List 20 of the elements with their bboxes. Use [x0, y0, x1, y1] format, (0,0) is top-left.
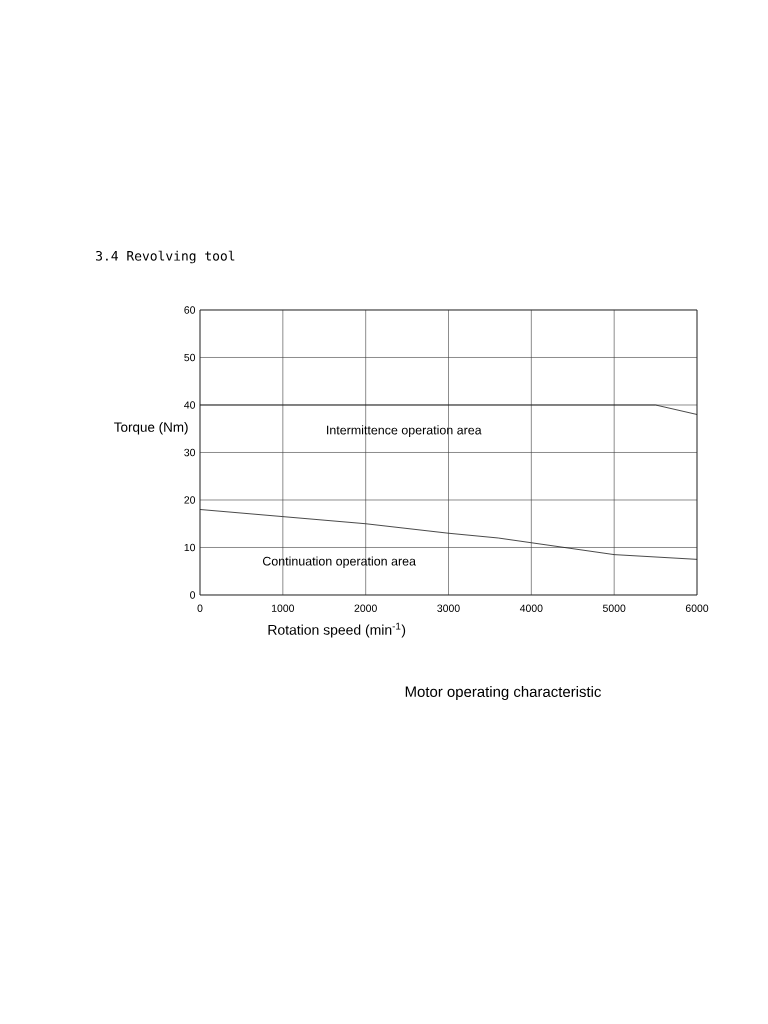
annotation: Continuation operation area — [262, 556, 416, 569]
x-tick-label: 2000 — [354, 604, 377, 612]
text: Motor operating characteristic — [405, 686, 601, 700]
x-tick-label: 5000 — [602, 604, 626, 612]
y-tick-label: 50 — [184, 353, 196, 362]
x-tick-label: 3000 — [437, 604, 460, 612]
chart-title: 3.4 Revolving tool — [96, 250, 235, 264]
x-tick-label: 4000 — [519, 604, 543, 612]
y-tick-label: 10 — [184, 543, 196, 552]
x-tick-label: 6000 — [685, 604, 709, 612]
x-tick-label: 0 — [197, 604, 203, 612]
x-tick-label: 1000 — [272, 604, 295, 612]
y-tick-label: 20 — [184, 496, 196, 504]
y-tick-label: 30 — [184, 448, 196, 457]
annotation: Intermittence operation area — [327, 425, 482, 437]
y-tick-label: 0 — [190, 591, 196, 599]
y-tick-label: 40 — [184, 401, 196, 409]
x-axis-title: Rotation speed (min$^{-1}$) — [268, 622, 406, 638]
y-tick-label: 60 — [184, 306, 196, 314]
y-axis-title: Torque (Nm) — [114, 421, 188, 435]
